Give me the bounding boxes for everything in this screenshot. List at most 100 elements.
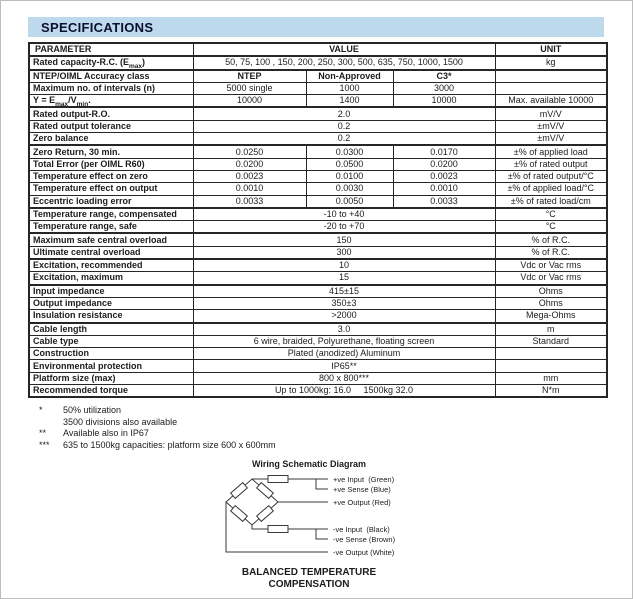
unit-cell: % of R.C.	[494, 245, 608, 260]
bridge-resistor-icon	[255, 482, 274, 500]
value-cell: 0.0033	[192, 194, 307, 209]
value-cell: 2.0	[192, 106, 496, 121]
value-cell: 0.2	[192, 119, 496, 134]
parameter-cell: Input impedance	[28, 283, 194, 298]
table-row: Temperature range, compensated -10 to +40…	[28, 206, 608, 222]
value-cell: 5000 single	[192, 81, 307, 96]
table-row: Rated output-R.O. 2.0 mV/V	[28, 106, 608, 121]
table-row: Rated output tolerance 0.2 ±mV/V	[28, 119, 608, 134]
table-row: NTEP/OIML Accuracy class NTEP Non-Approved…	[28, 68, 608, 83]
unit-cell: Vdc or Vac rms	[494, 258, 608, 273]
value-cell: 0.0100	[305, 169, 394, 184]
footnote-marker: ***	[39, 439, 50, 450]
value-cell: 0.2	[192, 132, 496, 146]
value-cell: 0.0023	[192, 169, 307, 184]
parameter-cell: Environmental protection	[28, 359, 194, 373]
unit-cell: N*m	[494, 384, 608, 398]
value-cell: -20 to +70	[192, 220, 496, 234]
table-row: Ultimate central overload 300% of R.C.	[28, 245, 608, 260]
parameter-cell: Zero balance	[28, 132, 194, 146]
table-row: Y = Emax/Vmin. 10000 1400 10000 Max. availab…	[28, 94, 608, 108]
unit-cell: Vdc or Vac rms	[494, 271, 608, 286]
parameter-cell: Output impedance	[28, 296, 194, 311]
table-row: Input impedance 415±15 Ohms	[28, 283, 608, 298]
value-cell: 0.0200	[192, 157, 307, 171]
page-title: SPECIFICATIONS	[41, 19, 154, 35]
footnote-marker: **	[39, 428, 47, 439]
table-row: Environmental protection IP65**	[28, 359, 608, 373]
parameter-cell: Platform size (max)	[28, 371, 194, 386]
value-cell: 150	[192, 232, 496, 247]
wire-label-neg-output: -ve Output (White)	[333, 548, 395, 557]
page-title-bar: SPECIFICATIONS	[28, 17, 604, 37]
value-cell: C3*	[392, 68, 496, 83]
table-row: Output impedance 350±3 Ohms	[28, 296, 608, 311]
footnote: *** 635 to 1500kg capacities: platform si…	[39, 440, 632, 452]
parameter-cell: Rated output tolerance	[28, 119, 194, 134]
wire-label-pos-sense: +ve Sense (Blue)	[333, 485, 391, 494]
wiring-diagram: Wiring Schematic Diagram +ve Input	[179, 459, 439, 591]
value-cell: >2000	[192, 309, 496, 324]
table-row: Temperature effect on zero 0.0023 0.0100 0.…	[28, 169, 608, 184]
wheatstone-bridge-schematic: +ve Input (Green) +ve Sense (Blue) +ve O…	[224, 475, 396, 557]
table-row: Excitation, maximum 15 Vdc or Vac rms	[28, 271, 608, 286]
parameter-cell: Zero Return, 30 min.	[28, 144, 194, 159]
parameter-cell: Temperature range, compensated	[28, 206, 194, 222]
diagram-caption-line2: COMPENSATION	[268, 579, 350, 591]
table-row: Cable type 6 wire, braided, Polyurethane,…	[28, 334, 608, 349]
value-cell: 0.0023	[392, 169, 496, 184]
value-cell: 0.0010	[392, 182, 496, 196]
compensation-resistor-icon	[267, 525, 288, 534]
value-cell: 6 wire, braided, Polyurethane, floating …	[192, 334, 496, 349]
parameter-cell: Construction	[28, 347, 194, 361]
footnotes: * 50% utilization 3500 divisions also avai…	[39, 405, 632, 451]
value-cell: 10	[192, 258, 496, 273]
wire-label-neg-input: -ve Input (Black)	[333, 525, 390, 534]
value-cell: 300	[192, 245, 496, 260]
col-header-unit: UNIT	[494, 42, 608, 58]
footnote-text: 635 to 1500kg capacities: platform size …	[63, 439, 276, 450]
value-cell: 0.0030	[305, 182, 394, 196]
value-cell: 15	[192, 271, 496, 286]
parameter-cell: Cable length	[28, 321, 194, 336]
table-row: Cable length 3.0 m	[28, 321, 608, 336]
unit-cell: Ohms	[494, 296, 608, 311]
diagram-caption: BALANCED TEMPERATURE COMPENSATION	[179, 567, 439, 591]
value-cell: 0.0250	[192, 144, 307, 159]
bridge-resistor-icon	[255, 505, 274, 523]
value-cell: 50, 75, 100 , 150, 200, 250, 300, 500, 6…	[192, 55, 496, 71]
value-cell: 415±15	[192, 283, 496, 298]
footnote: * 50% utilization 3500 divisions also avai…	[39, 405, 632, 428]
unit-cell: mV/V	[494, 106, 608, 121]
parameter-cell: Rated capacity-R.C. (Emax)	[28, 55, 194, 71]
wire-label-neg-sense: -ve Sense (Brown)	[333, 535, 396, 544]
parameter-cell: Temperature effect on zero	[28, 169, 194, 184]
value-cell: NTEP	[192, 68, 307, 83]
compensation-resistor-icon	[267, 475, 288, 484]
value-cell: IP65**	[192, 359, 496, 373]
parameter-cell: Total Error (per OIML R60)	[28, 157, 194, 171]
wire-label-pos-input: +ve Input (Green)	[333, 475, 395, 484]
value-cell: 0.0033	[392, 194, 496, 209]
unit-cell: ±% of rated load/cm	[494, 194, 608, 209]
unit-cell: Max. available 10000	[494, 94, 608, 108]
value-cell: 350±3	[192, 296, 496, 311]
table-row: Eccentric loading error 0.0033 0.0050 0.003…	[28, 194, 608, 209]
bridge-resistor-icon	[229, 505, 248, 523]
unit-cell: Mega-Ohms	[494, 309, 608, 324]
diagram-caption-line1: BALANCED TEMPERATURE	[241, 567, 377, 579]
value-cell: -10 to +40	[192, 206, 496, 222]
unit-cell	[494, 81, 608, 96]
value-cell: Plated (anodized) Aluminum	[192, 347, 496, 361]
footnote-text: 50% utilization 3500 divisions also avail…	[63, 405, 178, 427]
table-row: Platform size (max) 800 x 800*** mm	[28, 371, 608, 386]
parameter-cell: Temperature effect on output	[28, 182, 194, 196]
bridge-diamond	[224, 478, 279, 526]
unit-cell: ±% of applied load	[494, 144, 608, 159]
unit-cell: ±mV/V	[494, 119, 608, 134]
unit-cell	[494, 68, 608, 83]
spec-table-body: Rated capacity-R.C. (Emax) 50, 75, 100 , …	[28, 55, 608, 398]
table-row: Maximum safe central overload 150% of R.C…	[28, 232, 608, 247]
footnote: ** Available also in IP67	[39, 428, 632, 440]
